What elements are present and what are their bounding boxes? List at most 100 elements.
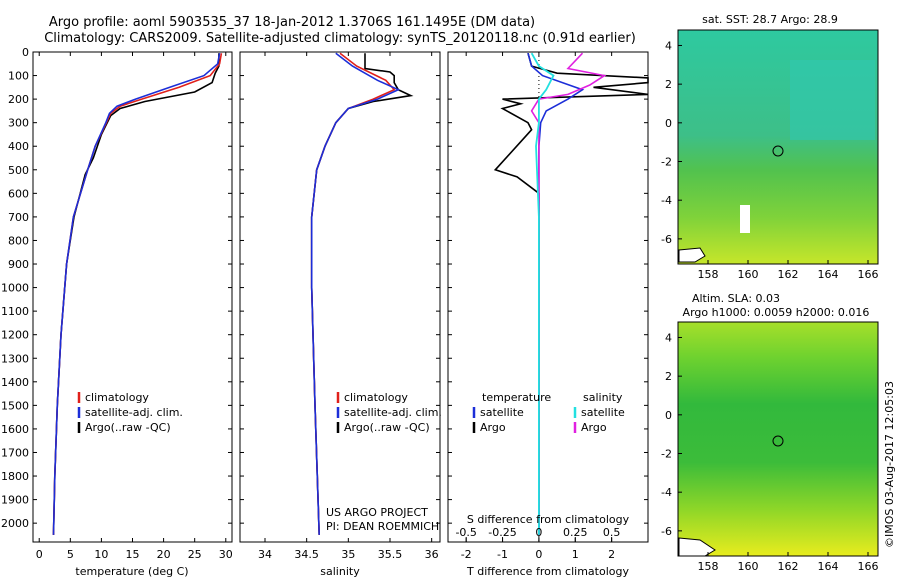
map-xtick-label: 162	[778, 560, 799, 573]
depth-tick-label: 0	[22, 46, 29, 59]
salinity-xtick-label: 35	[341, 548, 355, 561]
copyright-stamp: ©IMOS 03-Aug-2017 12:05:03	[883, 381, 896, 548]
salinity-xtick-label: 34.5	[294, 548, 319, 561]
difference-xtick-label: -2	[461, 548, 472, 561]
diff-sal-satellite-line	[530, 52, 555, 535]
sal-legend-1-label: satellite-adj. clim.	[344, 406, 442, 419]
map-ytick-label: 0	[665, 117, 672, 130]
temperature-xtick-label: 25	[188, 548, 202, 561]
sla-map-field	[677, 321, 879, 557]
salinity-xtick-label: 36	[425, 548, 439, 561]
map-ytick-label: 2	[665, 370, 672, 383]
map-xtick-label: 160	[738, 560, 759, 573]
diff-legend-s-argo-label: Argo	[581, 421, 607, 434]
depth-tick-label: 1000	[1, 282, 29, 295]
map-ytick-label: -6	[661, 233, 672, 246]
depth-tick-label: 500	[8, 164, 29, 177]
sst-map-patch	[790, 60, 875, 140]
salinity-annotation-line2: PI: DEAN ROEMMICH	[326, 520, 439, 533]
depth-tick-label: 1700	[1, 446, 29, 459]
temperature-xlabel: temperature (deg C)	[75, 565, 188, 578]
map-ytick-label: 4	[665, 39, 672, 52]
sla-map-axes: 158 160 162 164 166 4 2 0 -2 -4 -6	[661, 331, 878, 573]
depth-tick-label: 1900	[1, 494, 29, 507]
salinity-profile-panel: 34 34.5 35 35.5 36 salinity climatology satelli…	[239, 51, 442, 578]
sst-map-land	[740, 205, 750, 233]
diff-s-tick-label: -0.5	[455, 526, 476, 539]
depth-tick-label: 1100	[1, 305, 29, 318]
temperature-xtick-label: 5	[67, 548, 74, 561]
depth-tick-label: 200	[8, 93, 29, 106]
temperature-xtick-label: 20	[157, 548, 171, 561]
salinity-annotation-line1: US ARGO PROJECT	[326, 506, 428, 519]
difference-frame	[447, 51, 649, 543]
depth-tick-label: 100	[8, 70, 29, 83]
sst-map-title: sat. SST: 28.7 Argo: 28.9	[702, 13, 838, 26]
diff-legend-t-argo-label: Argo	[480, 421, 506, 434]
diff-sal-argo-line	[530, 52, 607, 535]
map-xtick-label: 162	[778, 268, 799, 281]
map-ytick-label: 0	[665, 409, 672, 422]
temp-legend-1-label: satellite-adj. clim.	[85, 406, 183, 419]
difference-profile-panel: -2 -1 0 1 2 -0.5 -0.25 0 0.25 0.5S difference fro…	[447, 51, 649, 578]
depth-tick-label: 1800	[1, 470, 29, 483]
map-xtick-label: 164	[818, 268, 839, 281]
diff-s-tick-label: 0	[535, 526, 542, 539]
salinity-frame	[239, 51, 441, 543]
temp-satellite-line	[52, 53, 221, 535]
diff-legend-sal-title: salinity	[583, 391, 623, 404]
sla-map-subtitle: Argo h1000: 0.0059 h2000: 0.016	[683, 306, 870, 319]
difference-xtick-label: -1	[497, 548, 508, 561]
depth-tick-label: 800	[8, 234, 29, 247]
map-xtick-label: 158	[698, 268, 719, 281]
depth-tick-label: 1400	[1, 376, 29, 389]
temperature-profile-panel: 0100200300400500600700800900100011001200…	[1, 46, 233, 578]
temperature-xtick-label: 30	[219, 548, 233, 561]
diff-s-tick-label: -0.25	[488, 526, 516, 539]
salinity-xlabel: salinity	[320, 565, 360, 578]
depth-tick-label: 900	[8, 258, 29, 271]
temp-legend-0-label: climatology	[85, 391, 149, 404]
sal-legend-0-label: climatology	[344, 391, 408, 404]
difference-xtick-label: 0	[535, 548, 542, 561]
map-xtick-label: 166	[858, 560, 879, 573]
depth-tick-label: 700	[8, 211, 29, 224]
depth-tick-label: 1600	[1, 423, 29, 436]
map-xtick-label: 166	[858, 268, 879, 281]
diff-legend-s-sat-label: satellite	[581, 406, 625, 419]
map-ytick-label: -4	[661, 194, 672, 207]
diff-legend-t-sat-label: satellite	[480, 406, 524, 419]
sal-satellite-line	[310, 52, 401, 535]
map-ytick-label: -6	[661, 525, 672, 538]
sla-map-title: Altim. SLA: 0.03	[692, 292, 780, 305]
map-ytick-label: -4	[661, 486, 672, 499]
sla-map-coast	[678, 537, 716, 557]
header-line-1: Argo profile: aoml 5903535_37 18-Jan-201…	[49, 15, 535, 30]
sst-map-argo-marker	[772, 145, 784, 157]
temp-legend-2-label: Argo(..raw -QC)	[85, 421, 171, 434]
temperature-xtick-label: 0	[36, 548, 43, 561]
depth-tick-label: 1200	[1, 329, 29, 342]
sla-map-panel: Altim. SLA: 0.03 Argo h1000: 0.0059 h200…	[661, 292, 879, 573]
depth-tick-label: 2000	[1, 517, 29, 530]
sal-legend-2-label: Argo(..raw -QC)	[344, 421, 430, 434]
salinity-xtick-label: 34	[258, 548, 272, 561]
depth-tick-label: 600	[8, 187, 29, 200]
depth-tick-label: 1500	[1, 399, 29, 412]
diff-s-tick-label: 0.5	[603, 526, 621, 539]
map-ytick-label: -2	[661, 448, 672, 461]
temperature-xtick-label: 10	[94, 548, 108, 561]
map-ytick-label: -2	[661, 156, 672, 169]
depth-tick-label: 400	[8, 140, 29, 153]
difference-xtick-label: 2	[608, 548, 615, 561]
header-line-2: Climatology: CARS2009. Satellite-adjuste…	[44, 31, 636, 46]
diff-s-xlabel: S difference from climatology	[467, 513, 630, 526]
map-xtick-label: 164	[818, 560, 839, 573]
diff-t-xlabel: T difference from climatology	[466, 565, 629, 578]
diff-legend-temp-title: temperature	[482, 391, 551, 404]
map-xtick-label: 160	[738, 268, 759, 281]
sst-map-coast	[678, 247, 706, 263]
map-ytick-label: 2	[665, 78, 672, 91]
diff-s-tick-label: 0.25	[563, 526, 588, 539]
